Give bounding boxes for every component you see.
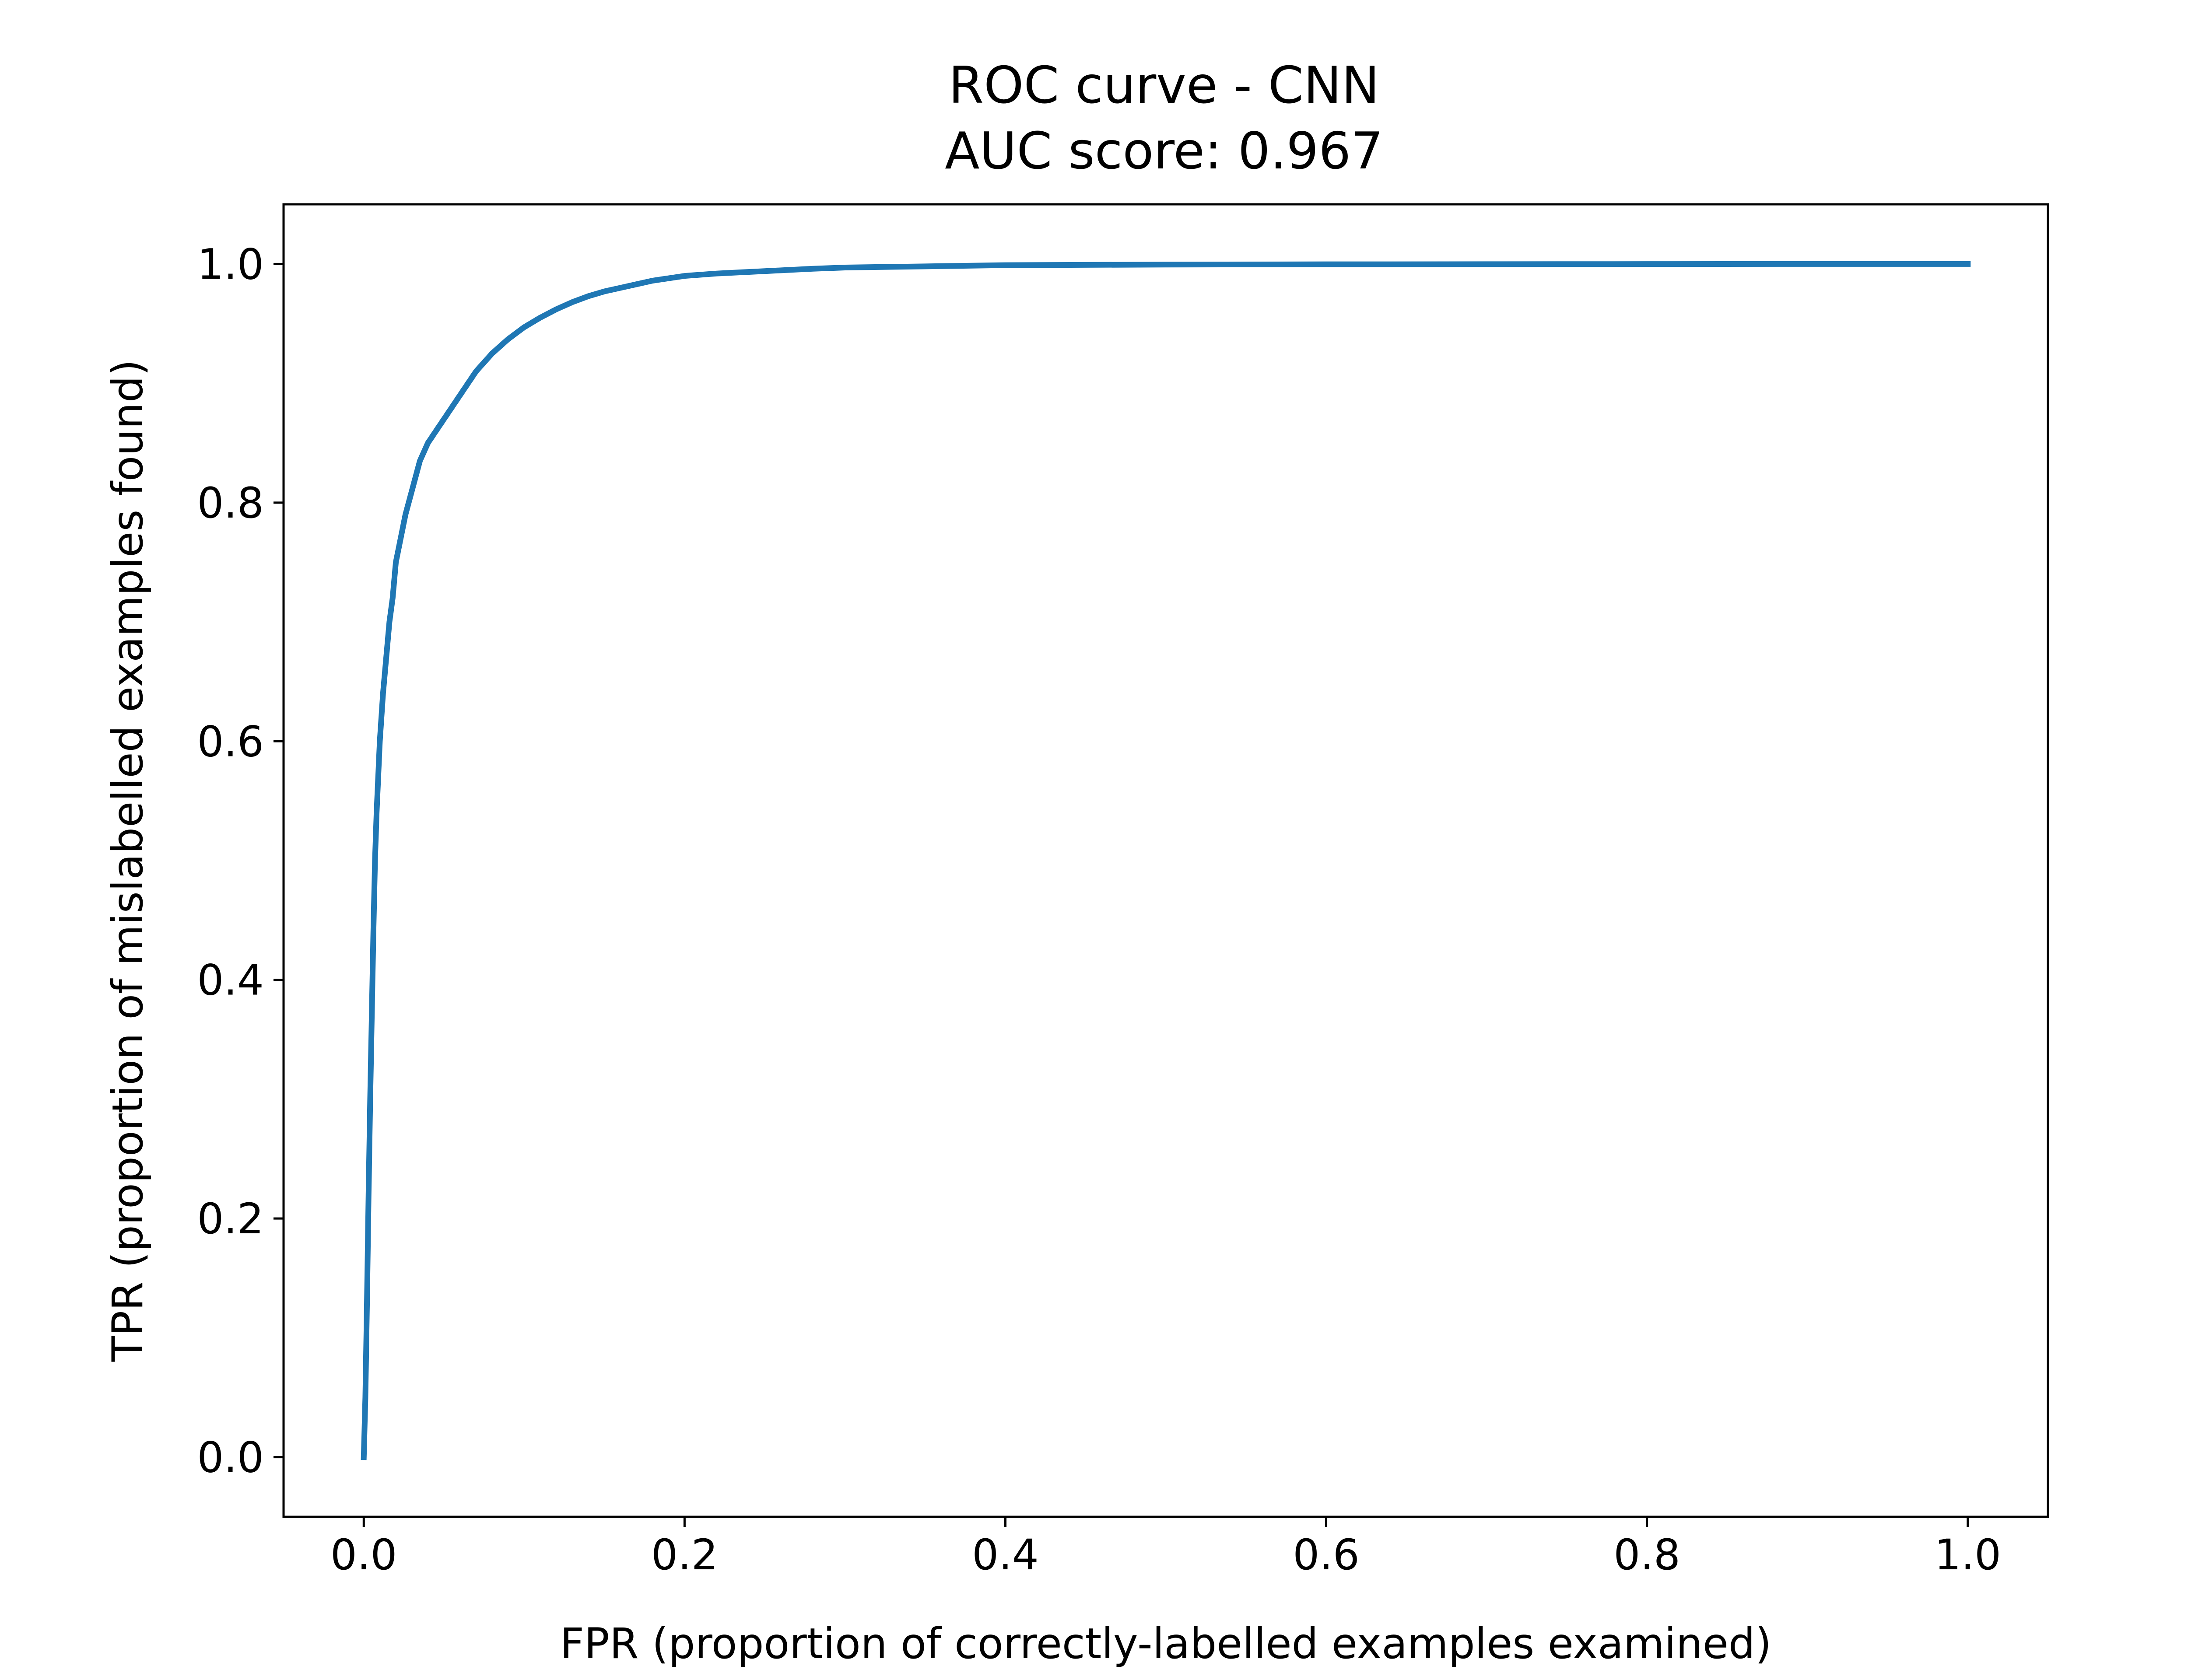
chart-subtitle: AUC score: 0.967	[945, 122, 1383, 181]
y-tick-label: 0.0	[197, 1433, 264, 1482]
y-tick-label: 0.6	[197, 717, 264, 766]
y-tick-label: 0.4	[197, 956, 264, 1005]
tick-group: 0.0 0.2 0.4 0.6 0.8 1.0 0.0 0.2 0.4 0.6 0.8 1.0	[197, 240, 2001, 1579]
chart-title: ROC curve - CNN	[949, 56, 1380, 115]
y-tick-label: 1.0	[197, 240, 264, 289]
x-tick-label: 0.8	[1613, 1530, 1680, 1579]
x-tick-label: 0.0	[330, 1530, 397, 1579]
plot-area-frame	[282, 203, 2049, 1518]
x-tick-label: 0.6	[1293, 1530, 1360, 1579]
x-tick-label: 0.4	[972, 1530, 1039, 1579]
x-tick-label: 0.2	[651, 1530, 718, 1579]
x-tick-label: 1.0	[1934, 1530, 2001, 1579]
x-axis-label: FPR (proportion of correctly-labelled ex…	[560, 1619, 1772, 1668]
y-tick-label: 0.8	[197, 479, 264, 528]
y-axis-label: TPR (proportion of mislabelled examples …	[103, 360, 152, 1362]
roc-series-line	[361, 261, 1971, 1460]
y-tick-label: 0.2	[197, 1194, 264, 1243]
